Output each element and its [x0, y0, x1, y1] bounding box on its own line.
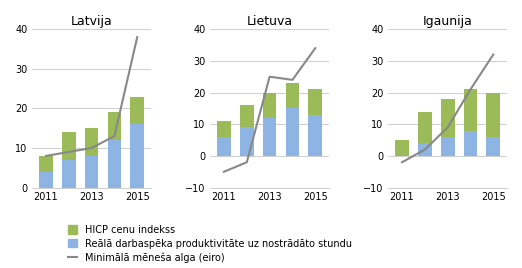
- Bar: [217, 121, 231, 137]
- Bar: [62, 132, 76, 160]
- Bar: [418, 111, 432, 143]
- Title: Latvija: Latvija: [70, 15, 112, 28]
- Bar: [62, 160, 76, 188]
- Bar: [395, 140, 409, 156]
- Bar: [130, 96, 144, 124]
- Bar: [130, 124, 144, 188]
- Bar: [441, 99, 455, 137]
- Bar: [85, 128, 99, 156]
- Bar: [464, 131, 477, 156]
- Bar: [487, 92, 500, 137]
- Bar: [487, 137, 500, 156]
- Bar: [418, 143, 432, 156]
- Bar: [464, 89, 477, 131]
- Bar: [286, 108, 299, 156]
- Bar: [85, 156, 99, 188]
- Bar: [217, 137, 231, 156]
- Bar: [39, 156, 53, 172]
- Bar: [309, 89, 322, 115]
- Bar: [108, 140, 121, 188]
- Bar: [441, 137, 455, 156]
- Bar: [240, 127, 254, 156]
- Bar: [263, 118, 277, 156]
- Legend: HICP cenu indekss, Reālā darbaspēka produktivitāte uz nostrādāto stundu, Minimāl: HICP cenu indekss, Reālā darbaspēka prod…: [67, 225, 352, 263]
- Bar: [286, 83, 299, 108]
- Bar: [240, 105, 254, 127]
- Bar: [39, 172, 53, 188]
- Title: Igaunija: Igaunija: [423, 15, 472, 28]
- Bar: [108, 112, 121, 140]
- Bar: [263, 92, 277, 118]
- Bar: [309, 115, 322, 156]
- Title: Lietuva: Lietuva: [246, 15, 293, 28]
